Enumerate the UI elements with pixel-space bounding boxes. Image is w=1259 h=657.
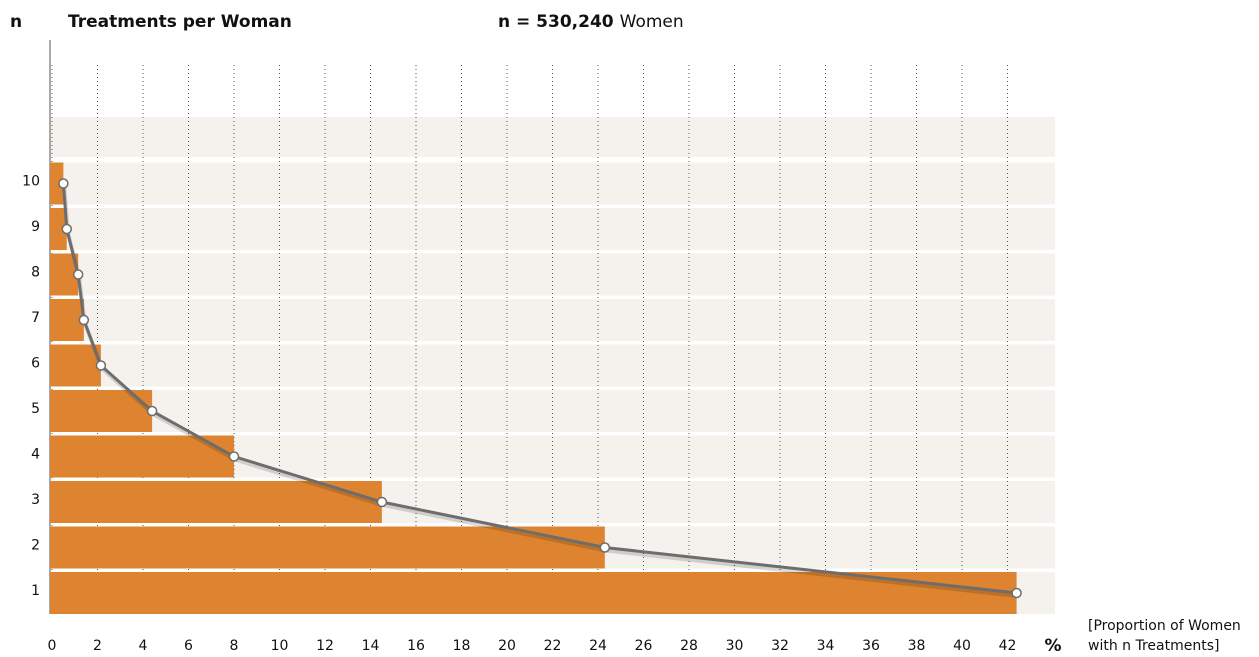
y-tick-label: 7 <box>31 310 40 326</box>
bar <box>50 481 382 523</box>
x-tick-label: 38 <box>908 638 926 654</box>
y-tick-label: 4 <box>31 447 40 463</box>
x-tick-label: 36 <box>862 638 880 654</box>
x-axis-label: [Proportion of Women <box>1088 618 1241 634</box>
y-tick-label: 5 <box>31 401 40 417</box>
y-axis-label: n <box>10 12 22 32</box>
y-tick-label: 2 <box>31 538 40 554</box>
x-tick-label: 26 <box>635 638 653 654</box>
x-tick-label: 24 <box>589 638 607 654</box>
x-tick-label: 20 <box>498 638 516 654</box>
y-tick-label: 8 <box>31 265 40 281</box>
y-tick-label: 9 <box>31 219 40 235</box>
x-tick-label: 32 <box>771 638 789 654</box>
point <box>1011 587 1022 599</box>
bar <box>50 208 67 250</box>
point <box>228 451 240 462</box>
y-tick-label: 3 <box>31 492 40 508</box>
x-tick-label: 6 <box>184 638 193 654</box>
x-tick-label: 14 <box>362 638 380 654</box>
y-tick-label: 1 <box>31 583 40 599</box>
chart-subtitle: n = 530,240 Women <box>498 12 684 32</box>
x-tick-label: 28 <box>680 638 698 654</box>
bar <box>50 162 64 205</box>
y-tick-label: 6 <box>31 356 40 372</box>
x-tick-label: 22 <box>544 638 562 654</box>
point <box>58 178 69 189</box>
subtitle-bold: n = 530,240 <box>498 12 614 32</box>
y-tick-label: 10 <box>22 174 40 190</box>
subtitle: Women <box>620 12 684 32</box>
point <box>146 405 158 417</box>
x-tick-label: 4 <box>139 638 148 654</box>
bar <box>50 435 234 478</box>
chart-title: Treatments per Woman <box>68 12 292 32</box>
x-tick-label: 34 <box>817 638 835 654</box>
point <box>376 496 388 508</box>
point <box>599 542 611 553</box>
bar <box>50 526 605 569</box>
x-tick-label: 18 <box>453 638 471 654</box>
x-tick-label: 8 <box>230 638 239 654</box>
bar <box>50 572 1017 614</box>
point <box>95 360 107 371</box>
point <box>78 314 90 326</box>
x-tick-label: 30 <box>726 638 744 654</box>
x-tick-label: 0 <box>48 638 57 654</box>
point <box>72 269 84 280</box>
x-tick-label: 12 <box>316 638 334 654</box>
x-tick-label: 2 <box>93 638 102 654</box>
point <box>61 223 73 235</box>
x-tick-label: 16 <box>407 638 425 654</box>
x-tick-label: 10 <box>271 638 289 654</box>
band <box>50 253 1055 296</box>
bar <box>50 344 101 387</box>
x-axis-label: with n Treatments] <box>1088 638 1219 654</box>
x-tick-label: 40 <box>953 638 971 654</box>
x-unit: % <box>1044 636 1061 656</box>
bar <box>50 299 84 341</box>
trend-line <box>61 183 1017 595</box>
band <box>50 162 1055 205</box>
x-tick-label: 42 <box>999 638 1017 654</box>
